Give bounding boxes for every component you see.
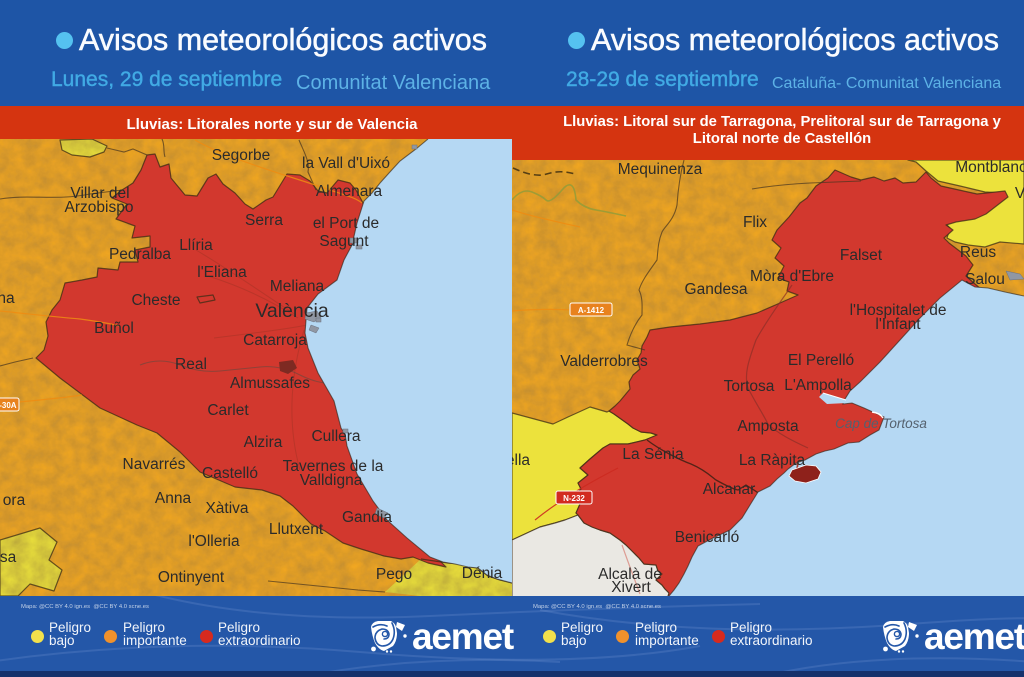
svg-text:Alcanar: Alcanar <box>703 481 756 498</box>
svg-text:Mòra d'Ebre: Mòra d'Ebre <box>750 268 834 285</box>
svg-text:Falset: Falset <box>840 247 883 264</box>
svg-text:Real: Real <box>175 356 207 373</box>
svg-text:Benicarló: Benicarló <box>675 529 740 546</box>
svg-text:Xivert: Xivert <box>611 579 651 596</box>
svg-text:la Vall d'Uixó: la Vall d'Uixó <box>302 155 390 172</box>
svg-text:Meliana: Meliana <box>270 278 325 295</box>
svg-text:A-1412: A-1412 <box>578 306 605 315</box>
svg-text:V: V <box>1015 185 1024 202</box>
svg-text:l'Eliana: l'Eliana <box>197 264 247 281</box>
svg-text:Serra: Serra <box>245 212 283 229</box>
svg-text:na: na <box>0 290 15 307</box>
svg-text:Carlet: Carlet <box>207 402 249 419</box>
svg-text:Segorbe: Segorbe <box>212 147 271 164</box>
svg-text:Cap de Tortosa: Cap de Tortosa <box>835 416 927 431</box>
svg-text:Reus: Reus <box>960 244 996 261</box>
svg-text:Ontinyent: Ontinyent <box>158 569 225 586</box>
svg-text:Sagunt: Sagunt <box>319 233 369 250</box>
svg-text:Almussafes: Almussafes <box>230 375 310 392</box>
svg-text:Almenara: Almenara <box>316 183 383 200</box>
svg-text:Cheste: Cheste <box>131 292 180 309</box>
svg-text:Valderrobres: Valderrobres <box>560 353 648 370</box>
svg-text:Alzira: Alzira <box>244 434 283 451</box>
svg-text:Tortosa: Tortosa <box>724 378 775 395</box>
svg-text:Dénia: Dénia <box>462 565 503 582</box>
svg-text:Llutxent: Llutxent <box>269 521 324 538</box>
svg-text:Pego: Pego <box>376 566 412 583</box>
svg-text:l'Hospitalet de: l'Hospitalet de <box>850 302 947 319</box>
svg-text:l'Infant: l'Infant <box>875 316 921 333</box>
svg-text:ora: ora <box>3 492 26 509</box>
svg-text:Xàtiva: Xàtiva <box>205 500 248 517</box>
svg-text:ella: ella <box>512 452 530 469</box>
svg-text:N-232: N-232 <box>563 494 585 503</box>
svg-text:La Ràpita: La Ràpita <box>739 452 806 469</box>
svg-text:sa: sa <box>0 549 17 566</box>
svg-text:Mequinenza: Mequinenza <box>618 161 703 178</box>
svg-text:A-30A: A-30A <box>0 401 17 410</box>
svg-text:Alcalà de: Alcalà de <box>598 566 662 583</box>
svg-text:Arzobispo: Arzobispo <box>65 199 134 216</box>
svg-text:Pedralba: Pedralba <box>109 246 171 263</box>
svg-text:Anna: Anna <box>155 490 192 507</box>
svg-text:La Sénia: La Sénia <box>622 446 684 463</box>
svg-text:Castelló: Castelló <box>202 465 258 482</box>
svg-text:Gandia: Gandia <box>342 509 392 526</box>
svg-text:Salou: Salou <box>965 271 1005 288</box>
svg-text:L'Ampolla: L'Ampolla <box>784 377 852 394</box>
svg-text:El Perelló: El Perelló <box>788 352 854 369</box>
svg-text:Catarroja: Catarroja <box>243 332 307 349</box>
svg-text:Gandesa: Gandesa <box>685 281 748 298</box>
svg-text:l'Olleria: l'Olleria <box>188 533 240 550</box>
svg-text:Buñol: Buñol <box>94 320 134 337</box>
svg-text:València: València <box>255 300 329 322</box>
svg-text:Cullera: Cullera <box>311 428 360 445</box>
svg-text:Amposta: Amposta <box>737 418 799 435</box>
svg-text:el Port de: el Port de <box>313 215 379 232</box>
svg-text:Llíria: Llíria <box>179 237 213 254</box>
svg-text:Flix: Flix <box>743 214 767 231</box>
svg-text:Navarrés: Navarrés <box>123 456 186 473</box>
svg-text:Tavernes de la: Tavernes de la <box>283 458 384 475</box>
svg-text:Villar del: Villar del <box>70 185 129 202</box>
svg-text:Valldigna: Valldigna <box>300 472 363 489</box>
svg-text:Montblanc: Montblanc <box>955 160 1024 176</box>
